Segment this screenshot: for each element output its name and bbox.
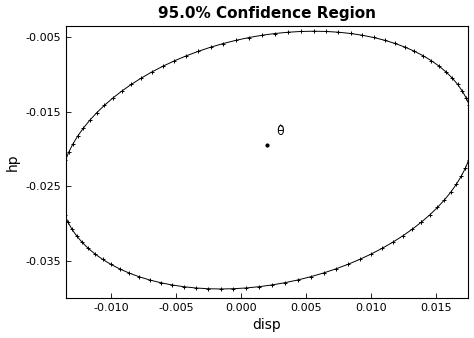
Y-axis label: hp: hp bbox=[6, 153, 19, 171]
X-axis label: disp: disp bbox=[253, 318, 282, 333]
Title: 95.0% Confidence Region: 95.0% Confidence Region bbox=[158, 5, 376, 21]
Text: θ̂: θ̂ bbox=[276, 125, 284, 138]
